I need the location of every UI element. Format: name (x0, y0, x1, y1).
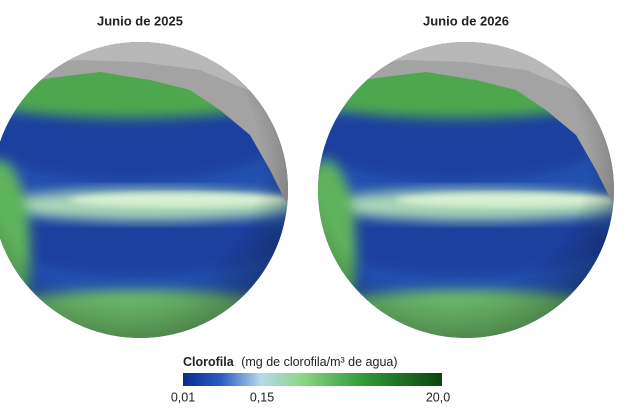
colorbar-tick-label: 0,01 (171, 390, 195, 404)
legend-unit: (mg de clorofila/m³ de agua) (241, 355, 397, 369)
colorbar (183, 373, 442, 386)
panel-title: Junio de 2026 (423, 13, 509, 28)
colorbar-tick-label: 0,15 (250, 390, 274, 404)
panel-title: Junio de 2025 (97, 13, 183, 28)
legend-title: Clorofila (183, 355, 235, 369)
globe-2025 (0, 30, 310, 350)
colorbar-tick-label: 20,0 (426, 390, 450, 404)
globe-2026 (286, 30, 630, 350)
legend-title-group: Clorofila (mg de clorofila/m³ de agua) (183, 355, 398, 369)
